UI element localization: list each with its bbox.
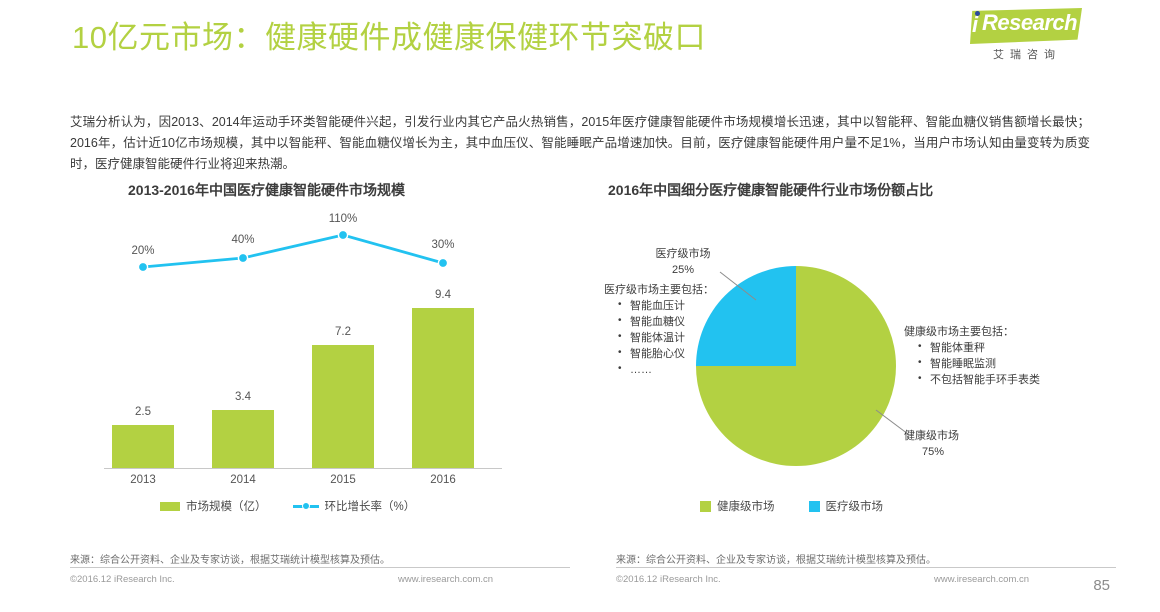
health-detail-title: 健康级市场主要包括： (904, 326, 1014, 338)
bar-2016 (412, 308, 474, 468)
legend-swatch-blue-icon (808, 500, 820, 512)
logo-letter-i: i (972, 12, 979, 37)
health-market-detail: 健康级市场主要包括： 智能体重秤 智能睡眠监测 不包括智能手环手表类 (904, 324, 1044, 388)
list-item: 智能体重秤 (918, 339, 1044, 356)
right-chart-title: 2016年中国细分医疗健康智能硬件行业市场份额占比 (608, 182, 934, 198)
legend-swatch-green-icon (700, 500, 711, 512)
x-axis (104, 468, 502, 469)
list-item: 智能血糖仪 (618, 313, 764, 330)
logo-parallelogram-icon (970, 8, 1082, 44)
left-footer-rule (70, 567, 570, 568)
legend-swatch-bar-icon (160, 501, 180, 511)
right-source-text: 来源：综合公开资料、企业及专家访谈，根据艾瑞统计模型核算及预估。 (616, 555, 936, 566)
health-market-value: 75% (922, 446, 945, 458)
growth-label-2014: 40% (231, 234, 255, 246)
left-source-text: 来源：综合公开资料、企业及专家访谈，根据艾瑞统计模型核算及预估。 (70, 555, 390, 566)
x-tick-2014: 2014 (230, 474, 256, 486)
bar-value-2015: 7.2 (335, 326, 351, 338)
list-item: 智能睡眠监测 (918, 355, 1044, 372)
logo-wordmark: Research (982, 10, 1078, 35)
medical-market-detail: 医疗级市场主要包括： 智能血压计 智能血糖仪 智能体温计 智能胎心仪 …… (604, 282, 764, 378)
logo-chinese-name: 艾瑞咨询 (993, 49, 1061, 61)
growth-label-2016: 30% (431, 239, 455, 251)
list-item: …… (618, 361, 764, 378)
page-number: 85 (1093, 577, 1110, 594)
bar-value-2013: 2.5 (135, 406, 151, 418)
list-item: 智能胎心仪 (618, 345, 764, 362)
medical-market-value: 25% (671, 264, 695, 276)
market-size-bar-chart: 2.5 3.4 7.2 9.4 2013 2014 2015 2016 20% … (70, 213, 570, 486)
left-copyright: ©2016.12 iResearch Inc. (70, 574, 175, 585)
x-tick-2015: 2015 (330, 474, 356, 486)
page-title: 10亿元市场：健康硬件成健康保健环节突破口 (72, 20, 706, 55)
medical-detail-list: 智能血压计 智能血糖仪 智能体温计 智能胎心仪 …… (604, 297, 764, 378)
left-chart-title: 2013-2016年中国医疗健康智能硬件市场规模 (128, 182, 405, 198)
bar-2015 (312, 345, 374, 468)
logo-dot-icon (975, 11, 980, 16)
list-item: 智能体温计 (618, 329, 764, 346)
bar-chart-legend: 市场规模（亿） 环比增长率（%） (160, 498, 415, 514)
left-website: www.iresearch.com.cn (398, 574, 494, 585)
right-footer-rule (616, 567, 1116, 568)
list-item: 不包括智能手环手表类 (918, 371, 1044, 388)
legend-label-medical-market: 医疗级市场 (825, 501, 884, 513)
legend-item-medical-market: 医疗级市场 (808, 498, 884, 514)
legend-item-market-size: 市场规模（亿） (160, 498, 267, 514)
market-share-pie-chart: 医疗级市场 25% 医疗级市场主要包括： 智能血压计 智能血糖仪 智能体温计 智… (604, 222, 1128, 492)
legend-label-health-market: 健康级市场 (717, 501, 775, 513)
right-website: www.iresearch.com.cn (934, 574, 1030, 585)
bar-value-2014: 3.4 (235, 391, 251, 403)
x-tick-2013: 2013 (130, 474, 156, 486)
bar-2014 (212, 410, 274, 468)
legend-label-growth-rate: 环比增长率（%） (324, 501, 416, 513)
health-market-name: 健康级市场 (904, 430, 959, 442)
pie-chart-legend: 健康级市场 医疗级市场 (700, 498, 883, 514)
legend-item-health-market: 健康级市场 (700, 498, 775, 514)
bar-2013 (112, 425, 174, 468)
medical-market-annotation: 医疗级市场 25% (608, 246, 758, 278)
intro-paragraph: 艾瑞分析认为，因2013、2014年运动手环类智能硬件兴起，引发行业内其它产品火… (70, 115, 1090, 171)
legend-swatch-line-icon (292, 501, 319, 511)
medical-market-name: 医疗级市场 (655, 248, 711, 260)
right-chart-panel: 2016年中国细分医疗健康智能硬件行业市场份额占比 (608, 180, 1108, 200)
medical-detail-title: 医疗级市场主要包括： (604, 284, 714, 296)
iresearch-logo: i Research 艾瑞咨询 (962, 8, 1082, 70)
health-detail-list: 智能体重秤 智能睡眠监测 不包括智能手环手表类 (904, 339, 1044, 388)
growth-label-2013: 20% (131, 245, 155, 257)
x-tick-2016: 2016 (430, 474, 456, 486)
legend-item-growth-rate: 环比增长率（%） (292, 498, 416, 514)
list-item: 智能血压计 (618, 297, 764, 314)
growth-label-2015: 110% (328, 213, 358, 225)
legend-label-market-size: 市场规模（亿） (186, 501, 267, 513)
bar-value-2016: 9.4 (435, 289, 451, 301)
right-copyright: ©2016.12 iResearch Inc. (616, 574, 721, 585)
left-chart-panel: 2013-2016年中国医疗健康智能硬件市场规模 (70, 180, 570, 200)
health-market-annotation: 健康级市场 75% (904, 428, 1034, 460)
